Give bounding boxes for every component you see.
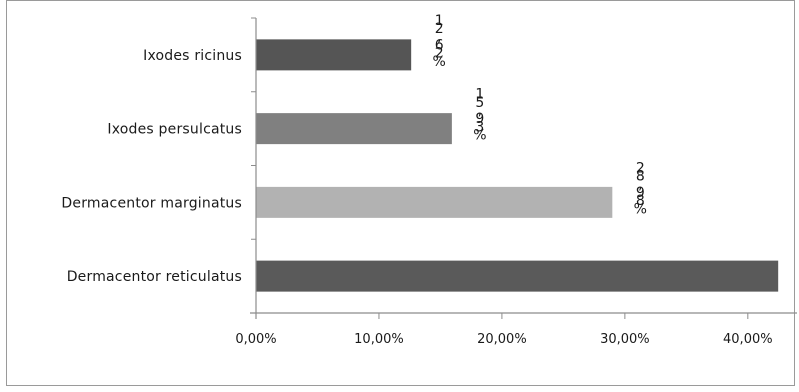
category-label: Ixodes ricinus: [143, 48, 242, 64]
category-label: Dermacentor marginatus: [61, 195, 242, 211]
data-label-char: ,: [437, 29, 441, 45]
x-tick-label: 30,00%: [600, 332, 650, 347]
axes: [250, 17, 797, 319]
data-label-char: %: [473, 128, 486, 144]
data-label-char: ,: [478, 103, 482, 119]
x-ticks: 0,00% 10,00% 20,00% 30,00% 40,00%: [235, 313, 773, 347]
data-label-char: ,: [638, 177, 642, 193]
x-tick-label: 0,00%: [235, 332, 276, 347]
data-label-char: 2: [435, 46, 444, 62]
x-tick-label: 20,00%: [477, 332, 527, 347]
data-label-char: %: [433, 54, 446, 70]
data-label-char: %: [634, 201, 647, 217]
data-label-char: 3: [475, 119, 484, 135]
category-labels: Ixodes ricinus Ixodes persulcatus Dermacen…: [61, 48, 242, 285]
data-label-char: 1: [435, 13, 444, 29]
data-label-char: 9: [636, 185, 645, 201]
data-label-char: 5: [475, 95, 484, 111]
x-tick-label: 10,00%: [354, 332, 404, 347]
category-label: Dermacentor reticulatus: [67, 269, 242, 285]
bar-ixodes-persulcatus: [256, 113, 452, 145]
data-label-char: 8: [636, 169, 645, 185]
category-label: Ixodes persulcatus: [107, 122, 242, 138]
data-label-char: 1: [475, 87, 484, 103]
data-label-char: 2: [636, 160, 645, 176]
data-label-char: 2: [435, 21, 444, 37]
bar-dermacentor-reticulatus: [256, 260, 779, 292]
data-label-char: 8: [636, 193, 645, 209]
x-tick-label: 40,00%: [723, 332, 773, 347]
bars: [256, 39, 779, 292]
data-label: 2 8, 9 8%: [634, 160, 647, 217]
data-label-char: 6: [435, 37, 444, 53]
data-label-char: 9: [475, 111, 484, 127]
data-labels: 1 2, 6 2 %1 5, 9 3 %2 8, 9 8%: [433, 13, 647, 218]
bar-dermacentor-marginatus: [256, 186, 613, 218]
bar-ixodes-ricinus: [256, 39, 412, 71]
data-label: 1 2, 6 2%: [433, 13, 446, 70]
data-label: 1 5, 9 3%: [473, 87, 486, 144]
